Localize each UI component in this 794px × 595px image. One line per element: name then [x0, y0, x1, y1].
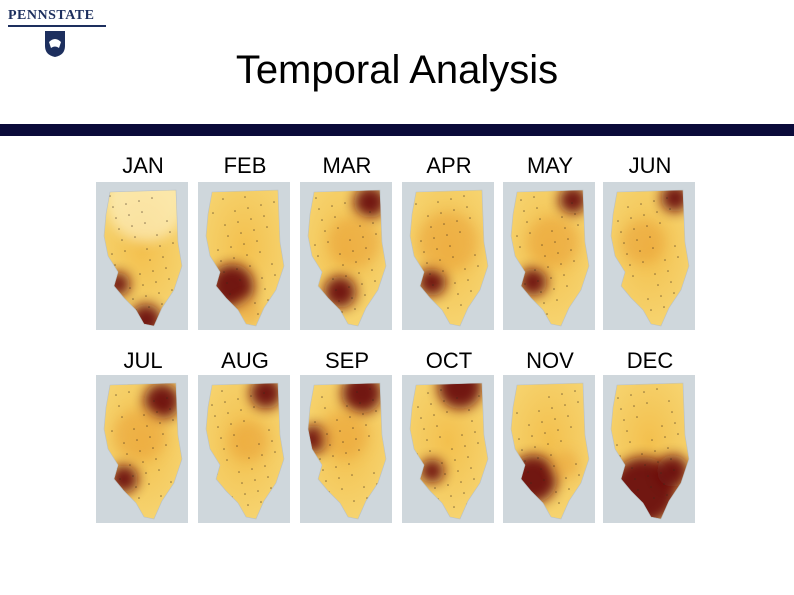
shield-icon: [45, 31, 65, 57]
map-may: [503, 182, 595, 330]
month-label-feb: FEB: [223, 153, 267, 178]
logo-wordmark: PENNSTATE: [8, 8, 95, 23]
title-divider: [0, 124, 794, 136]
month-label-aug: AUG: [221, 348, 269, 373]
month-label-apr: APR: [426, 153, 472, 178]
map-jan: [96, 182, 188, 330]
map-aug: [198, 375, 290, 523]
month-label-may: MAY: [526, 153, 574, 178]
month-label-nov: NOV: [526, 348, 574, 373]
month-label-oct: OCT: [425, 348, 473, 373]
month-label-sep: SEP: [324, 348, 370, 373]
map-nov: [503, 375, 595, 523]
map-jul: [96, 375, 188, 523]
map-dec: [603, 375, 695, 523]
logo-underline: [8, 25, 106, 27]
map-jun: [603, 182, 695, 330]
page-title: Temporal Analysis: [235, 48, 559, 92]
pennstate-logo: PENNSTATE: [8, 8, 108, 58]
map-mar: [300, 182, 392, 330]
month-label-dec: DEC: [626, 348, 674, 373]
month-label-jun: JUN: [628, 153, 672, 178]
month-label-jul: JUL: [123, 348, 163, 373]
map-apr: [402, 182, 494, 330]
map-feb: [198, 182, 290, 330]
map-oct: [402, 375, 494, 523]
map-sep: [300, 375, 392, 523]
month-label-jan: JAN: [122, 153, 164, 178]
month-label-mar: MAR: [322, 153, 372, 178]
